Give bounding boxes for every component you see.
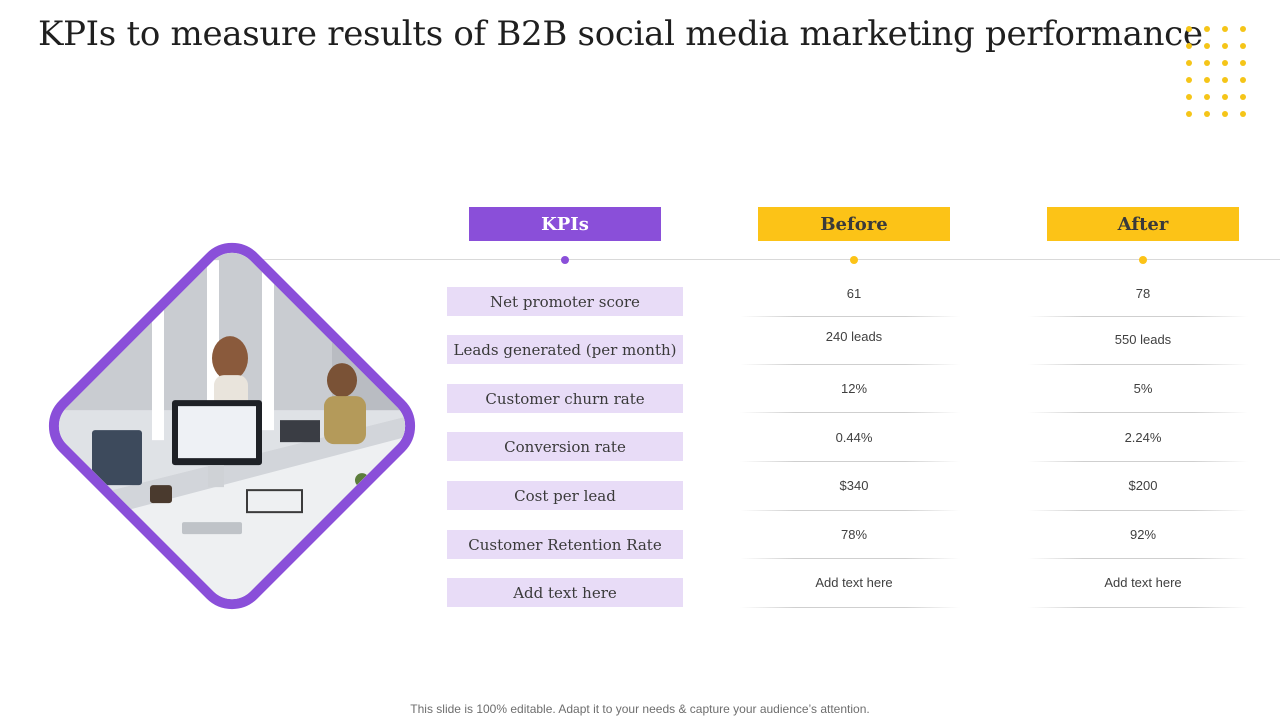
after-value: $200: [1128, 478, 1158, 493]
row-divider: [1028, 510, 1248, 511]
after-value: 2.24%: [1124, 430, 1162, 445]
kpi-label: Add text here: [447, 578, 683, 607]
row-divider: [1028, 558, 1248, 559]
after-value: 550 leads: [1114, 332, 1172, 347]
before-value: 0.44%: [835, 430, 873, 445]
kpi-label: Cost per lead: [447, 481, 683, 510]
after-value: 78: [1135, 286, 1151, 301]
office-workers-photo: [34, 240, 430, 624]
row-divider: [740, 607, 960, 608]
decorative-dot-grid: [1186, 26, 1258, 128]
kpi-label: Conversion rate: [447, 432, 683, 461]
before-column-header: Before: [758, 207, 950, 241]
footer-note: This slide is 100% editable. Adapt it to…: [410, 702, 870, 716]
after-value: 5%: [1133, 381, 1153, 396]
kpi-label: Net promoter score: [447, 287, 683, 316]
kpis-marker-dot: [561, 256, 569, 264]
timeline-divider: [230, 259, 1280, 260]
row-divider: [740, 461, 960, 462]
page-title: KPIs to measure results of B2B social me…: [38, 14, 1203, 54]
kpi-label: Customer Retention Rate: [447, 530, 683, 559]
row-divider: [1028, 412, 1248, 413]
after-marker-dot: [1139, 256, 1147, 264]
office-photo-frame: [34, 228, 430, 624]
before-value: 61: [846, 286, 862, 301]
before-value: 12%: [840, 381, 868, 396]
before-marker-dot: [850, 256, 858, 264]
after-column-header: After: [1047, 207, 1239, 241]
before-value: 78%: [840, 527, 868, 542]
row-divider: [740, 364, 960, 365]
after-value: Add text here: [1104, 575, 1182, 590]
before-value: Add text here: [815, 575, 893, 590]
kpi-label: Customer churn rate: [447, 384, 683, 413]
after-value: 92%: [1129, 527, 1157, 542]
row-divider: [1028, 316, 1248, 317]
before-value: $340: [839, 478, 869, 493]
row-divider: [740, 510, 960, 511]
row-divider: [1028, 461, 1248, 462]
row-divider: [1028, 364, 1248, 365]
row-divider: [740, 558, 960, 559]
kpis-column-header: KPIs: [469, 207, 661, 241]
row-divider: [740, 316, 960, 317]
row-divider: [740, 412, 960, 413]
row-divider: [1028, 607, 1248, 608]
before-value: 240 leads: [825, 329, 883, 344]
kpi-label: Leads generated (per month): [447, 335, 683, 364]
